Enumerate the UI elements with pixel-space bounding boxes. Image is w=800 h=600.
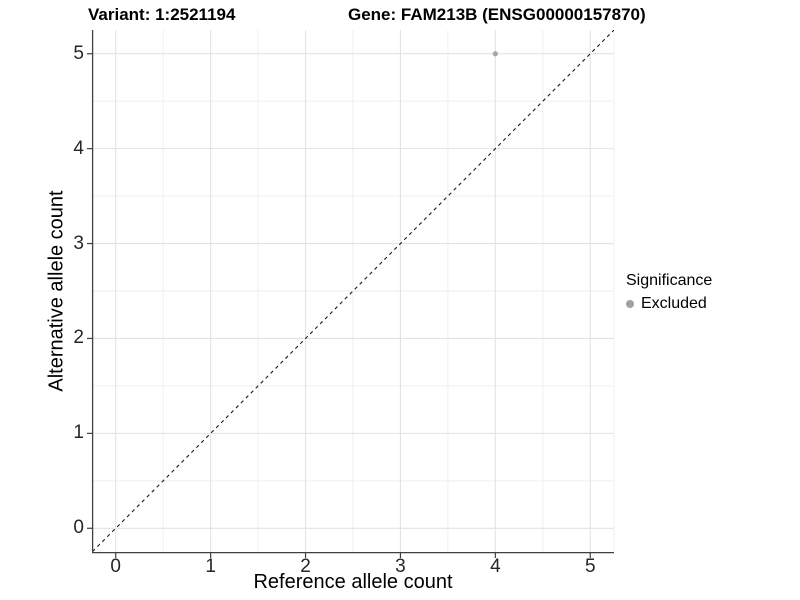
y-tick-label: 4 (73, 137, 84, 159)
y-tick-label: 5 (73, 42, 84, 64)
x-tick-label: 3 (395, 556, 406, 577)
legend-title: Significance (626, 272, 713, 289)
x-tick-label: 1 (205, 556, 216, 577)
legend-entry-excluded: Excluded (626, 294, 712, 313)
y-tick-label: 0 (73, 517, 84, 539)
y-tick-label: 2 (73, 327, 84, 349)
plot-title-variant: Variant: 1:2521194 (88, 5, 236, 24)
x-tick-label: 4 (490, 556, 501, 577)
x-tick-label: 5 (584, 556, 596, 577)
legend-entry-label: Excluded (641, 295, 707, 312)
y-tick-label: 3 (73, 232, 84, 254)
x-tick-label: 0 (110, 556, 121, 577)
y-axis-title: Alternative allele count (45, 190, 68, 392)
data-point-excluded (492, 51, 498, 57)
legend: Significance Excluded (626, 271, 712, 313)
y-tick-label: 1 (73, 422, 84, 444)
plot-title-gene: Gene: FAM213B (ENSG00000157870) (348, 5, 646, 24)
excluded-point-icon (626, 299, 634, 308)
x-tick-label: 2 (300, 556, 311, 577)
x-axis-title: Reference allele count (253, 571, 453, 593)
identity-reference-line (92, 30, 614, 552)
